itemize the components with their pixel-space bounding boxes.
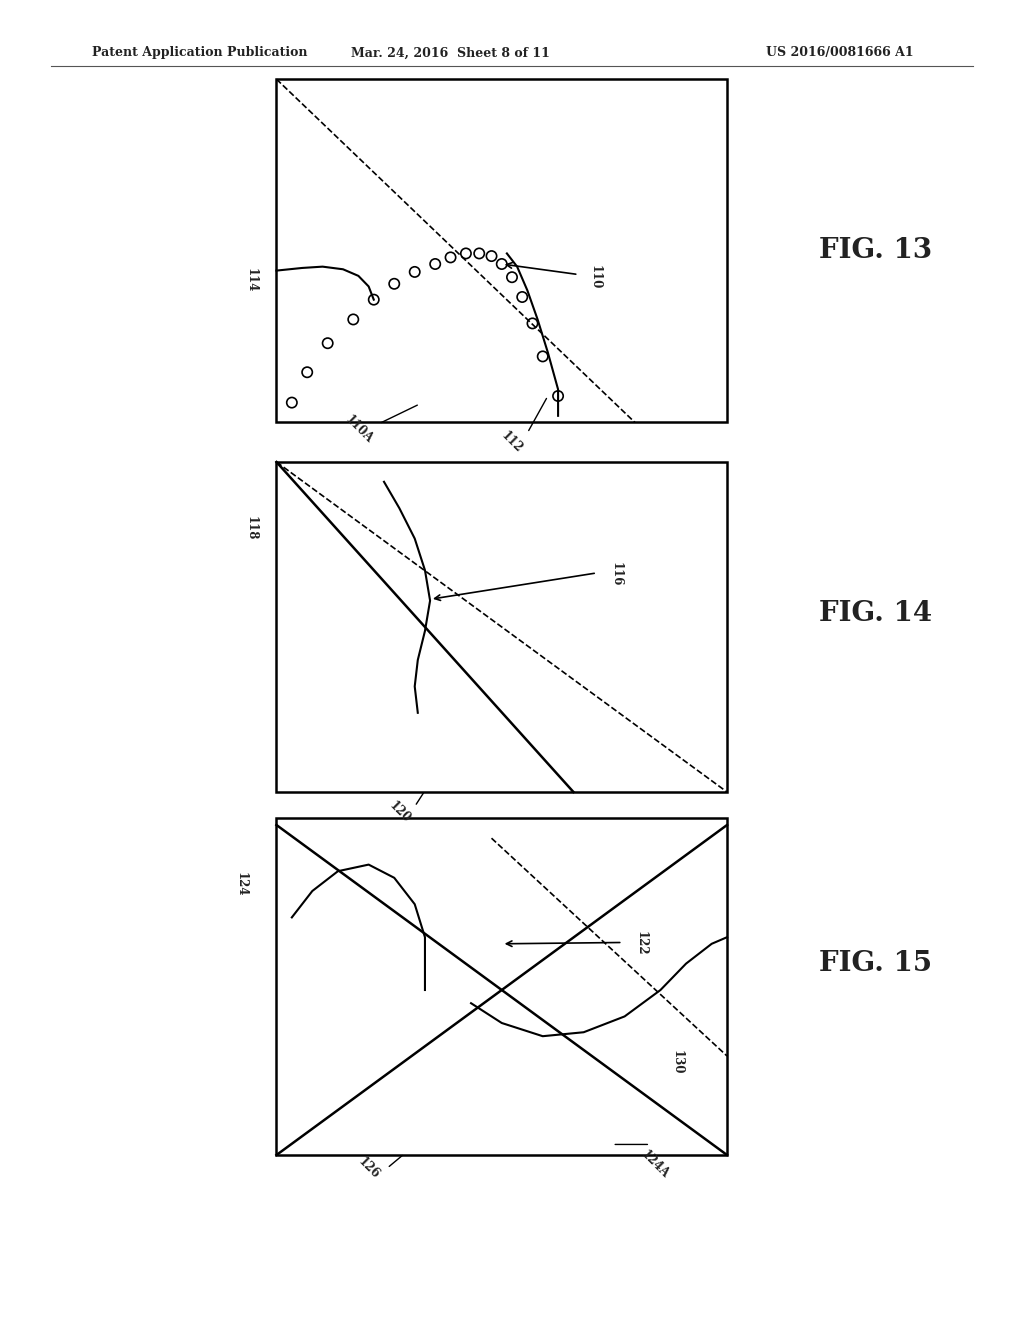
Text: 122: 122 [635, 932, 648, 956]
Point [535, 346, 551, 367]
Text: 112: 112 [499, 429, 525, 455]
Point [319, 333, 336, 354]
Point [524, 313, 541, 334]
Bar [276, 79, 727, 422]
Bar [276, 462, 727, 792]
Text: Patent Application Publication: Patent Application Publication [92, 46, 307, 59]
Text: 118: 118 [245, 516, 257, 540]
Point [345, 309, 361, 330]
Text: 120: 120 [386, 799, 413, 825]
Point [366, 289, 382, 310]
Text: 130: 130 [671, 1051, 684, 1074]
Point [494, 253, 510, 275]
Text: 114: 114 [245, 268, 257, 292]
Text: 110: 110 [589, 265, 602, 289]
Point [299, 362, 315, 383]
Point [504, 267, 520, 288]
Text: 126: 126 [355, 1155, 382, 1181]
Point [407, 261, 423, 282]
Text: FIG. 15: FIG. 15 [819, 950, 932, 977]
Text: 124A: 124A [639, 1148, 672, 1180]
Point [514, 286, 530, 308]
Text: Mar. 24, 2016  Sheet 8 of 11: Mar. 24, 2016 Sheet 8 of 11 [351, 46, 550, 59]
Text: 124: 124 [234, 873, 247, 896]
Point [483, 246, 500, 267]
Text: 116: 116 [609, 562, 623, 586]
Text: 110A: 110A [342, 413, 375, 445]
Point [284, 392, 300, 413]
Point [442, 247, 459, 268]
Bar [276, 818, 727, 1155]
Text: FIG. 14: FIG. 14 [819, 601, 932, 627]
Text: US 2016/0081666 A1: US 2016/0081666 A1 [766, 46, 913, 59]
Point [427, 253, 443, 275]
Point [386, 273, 402, 294]
Point [458, 243, 474, 264]
Point [471, 243, 487, 264]
Text: FIG. 13: FIG. 13 [819, 238, 932, 264]
Point [550, 385, 566, 407]
